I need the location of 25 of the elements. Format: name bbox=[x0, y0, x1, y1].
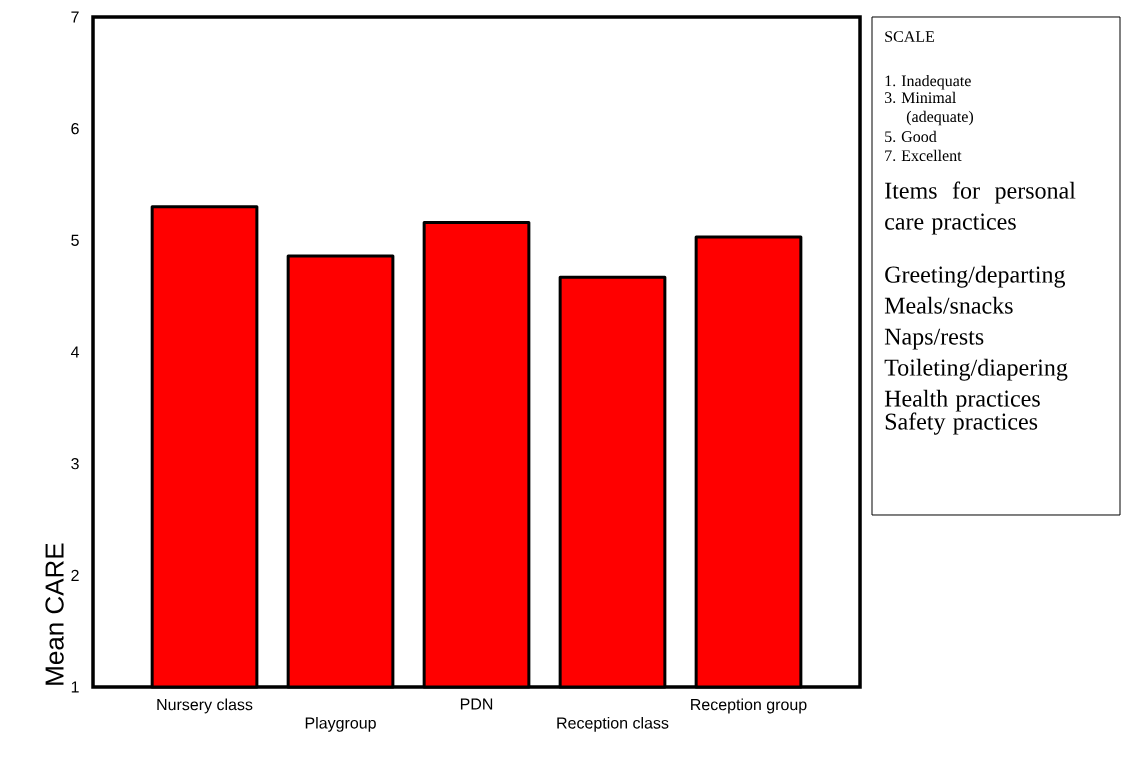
x-tick-label: PDN bbox=[460, 698, 493, 710]
text: Health practices bbox=[884, 389, 1040, 412]
x-tick-label: Nursery class bbox=[157, 698, 253, 714]
y-tick-label: 1 bbox=[71, 681, 79, 693]
x-tick-label: Playgroup bbox=[305, 716, 376, 732]
text: Greeting/departing bbox=[885, 265, 1066, 288]
y-axis-title: Mean CARE bbox=[45, 543, 64, 685]
text: Meals/snacks bbox=[884, 296, 1013, 314]
x-tick-label: Reception group bbox=[691, 698, 807, 714]
x-tick-label: Reception class bbox=[557, 716, 669, 732]
text: SCALE bbox=[885, 31, 935, 42]
text: Safety practices bbox=[885, 412, 1038, 435]
y-tick-label: 4 bbox=[70, 346, 80, 358]
text: Items for personal care practices bbox=[885, 181, 1076, 235]
y-tick-label: 3 bbox=[71, 457, 79, 470]
y-tick-label: 6 bbox=[71, 122, 79, 135]
y-tick-label: 5 bbox=[71, 234, 79, 246]
text: 3. Minimal (adequate) bbox=[884, 91, 974, 126]
y-tick-label: 2 bbox=[71, 569, 79, 581]
text: 7. Excellent bbox=[885, 149, 962, 162]
text: 1. Inadequate bbox=[885, 74, 971, 90]
text: 5. Good bbox=[885, 130, 937, 143]
text: Toileting/diapering bbox=[884, 358, 1068, 381]
text: Naps/rests bbox=[884, 328, 984, 350]
y-tick-label: 7 bbox=[71, 11, 79, 23]
